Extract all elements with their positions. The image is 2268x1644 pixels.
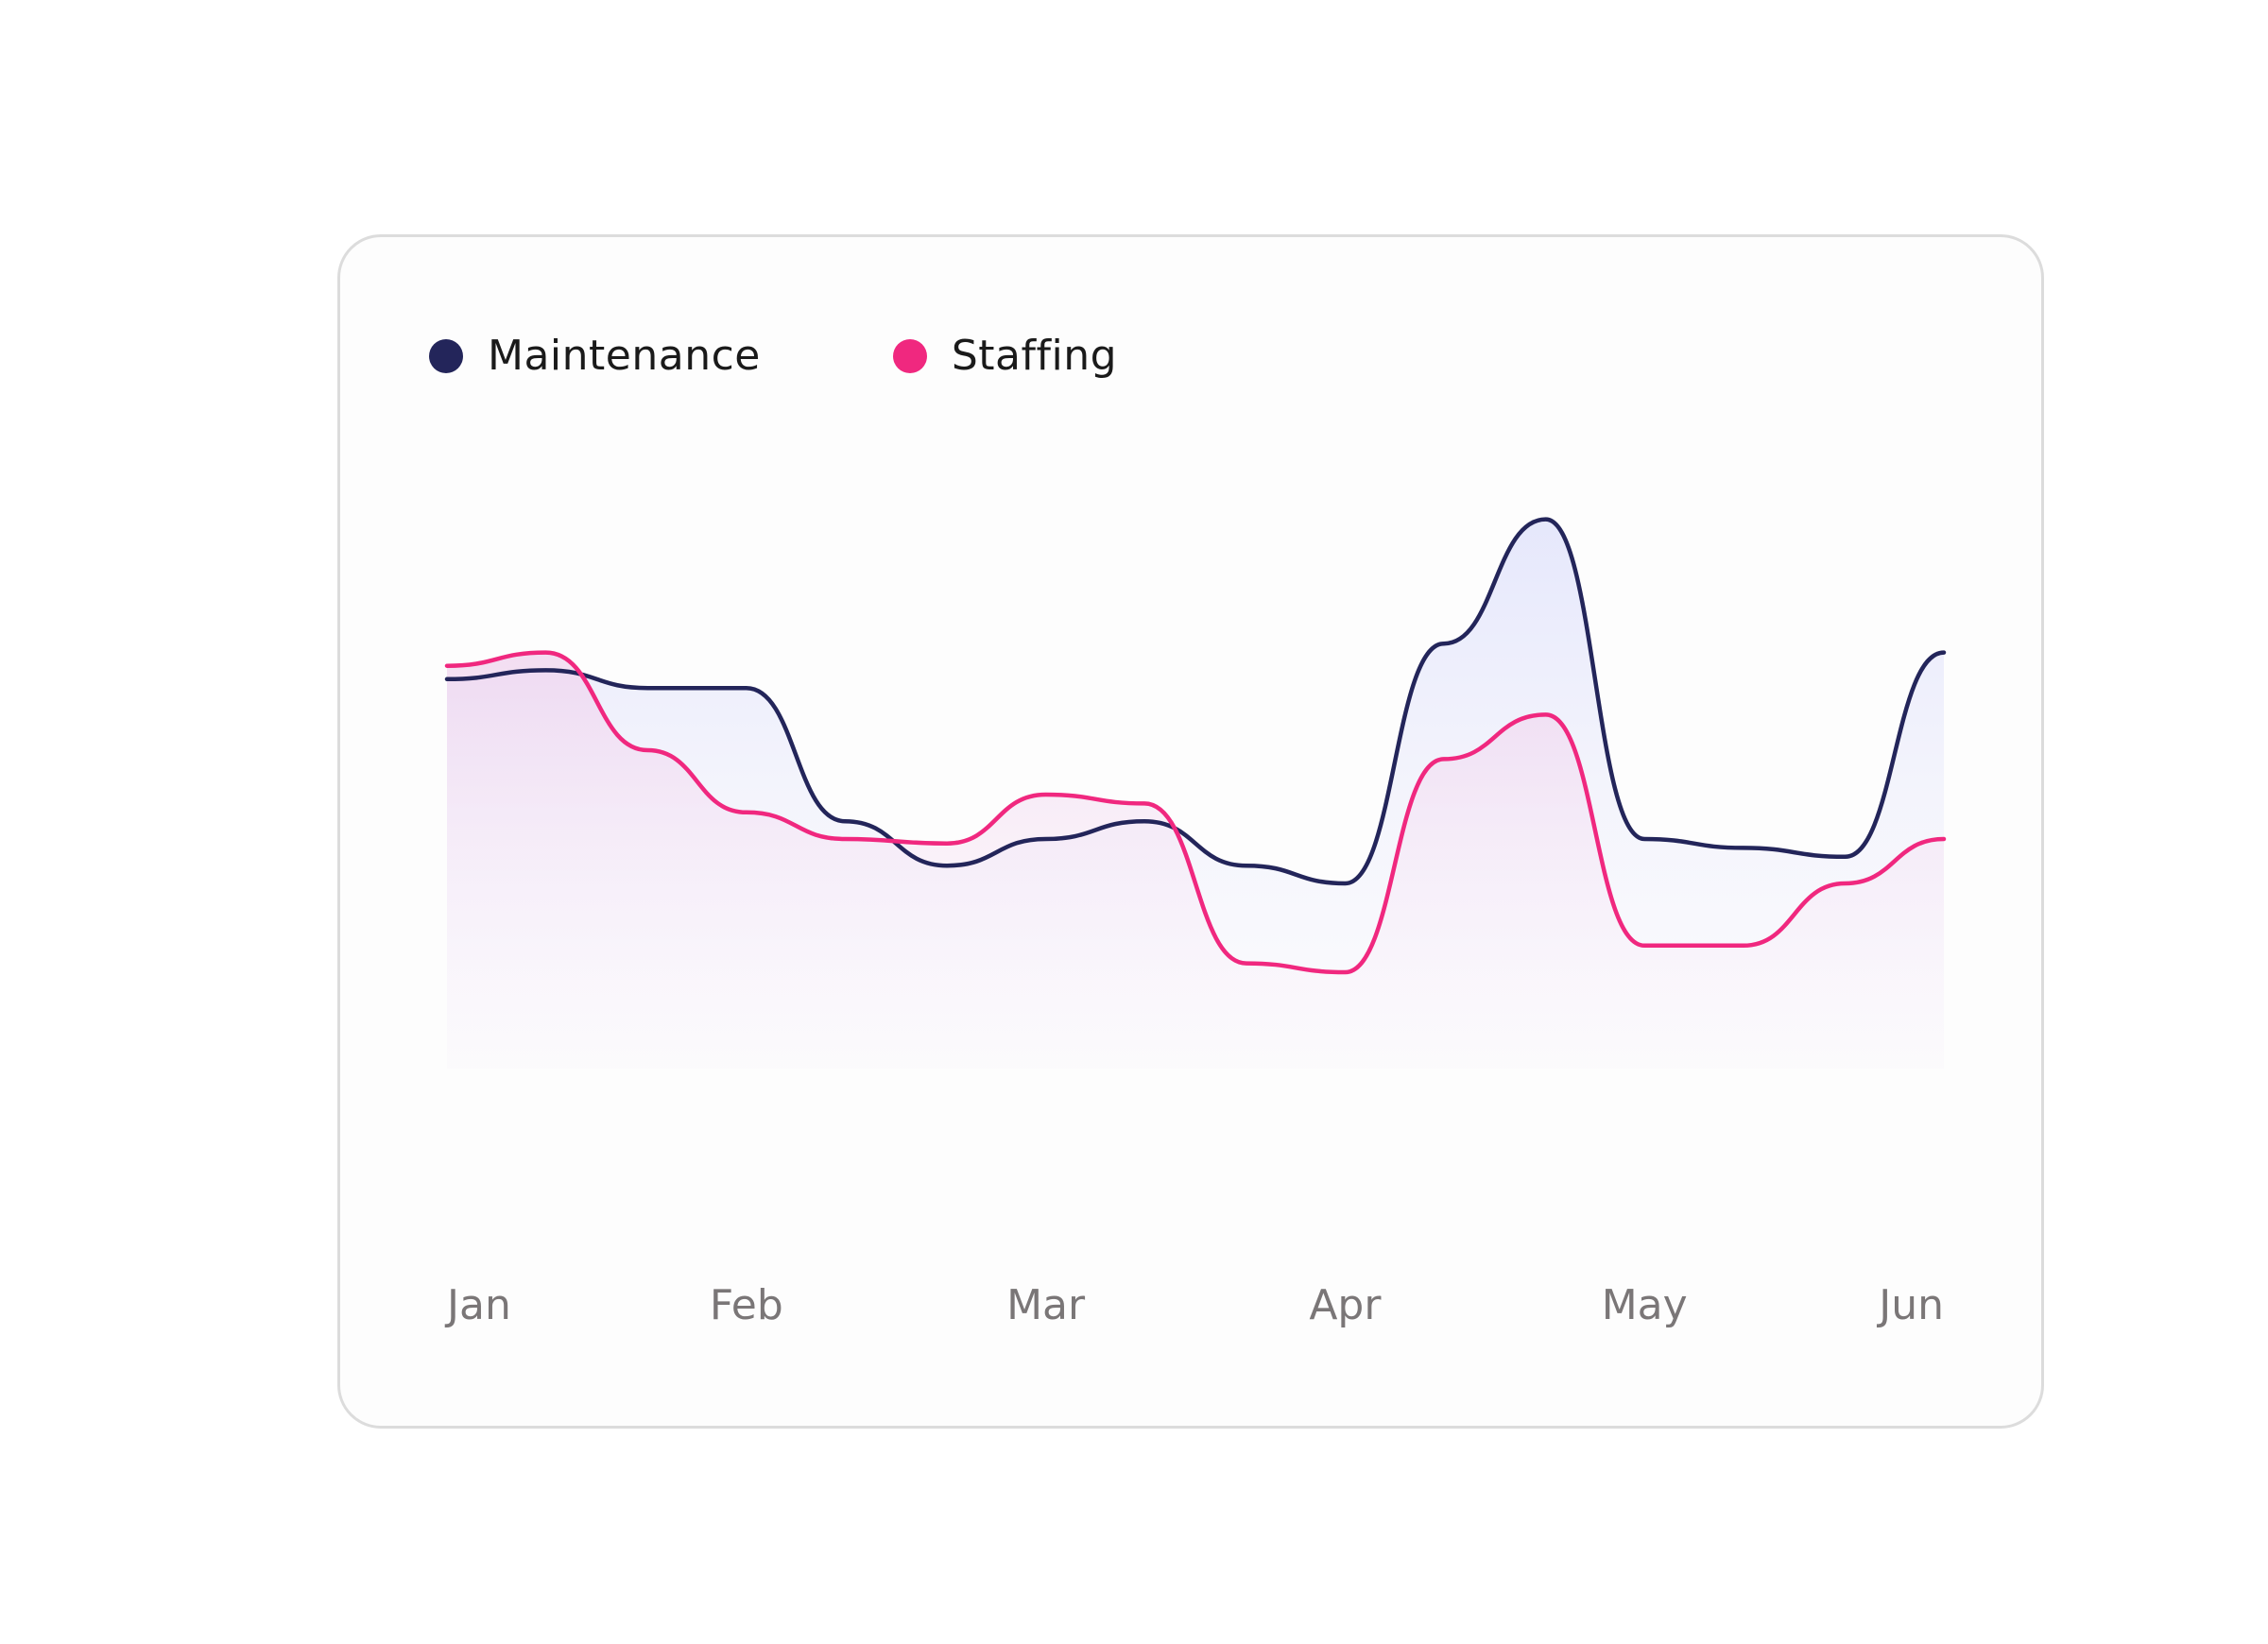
x-axis: Jan Feb Mar Apr May Jun bbox=[444, 1281, 1944, 1329]
series-layer bbox=[444, 517, 1947, 1069]
x-tick-label-apr: Apr bbox=[1309, 1281, 1382, 1329]
x-tick-label-may: May bbox=[1602, 1281, 1688, 1329]
legend-item-staffing[interactable]: Staffing bbox=[892, 332, 1118, 380]
line-staffing[interactable] bbox=[444, 650, 1947, 975]
x-tick-label-mar: Mar bbox=[1006, 1281, 1086, 1329]
x-tick-label-feb: Feb bbox=[710, 1281, 783, 1329]
area-staffing bbox=[447, 652, 1944, 1069]
x-tick-label-jan: Jan bbox=[444, 1281, 511, 1329]
legend-dot-maintenance-icon bbox=[429, 338, 463, 373]
x-tick-label-jun: Jun bbox=[1876, 1281, 1944, 1329]
chart-plot: Jan Feb Mar Apr May Jun bbox=[444, 517, 1947, 1329]
legend: Maintenance Staffing bbox=[429, 332, 1249, 380]
legend-dot-staffing-icon bbox=[892, 338, 927, 373]
legend-label-maintenance: Maintenance bbox=[488, 332, 761, 380]
line-maintenance[interactable] bbox=[444, 517, 1947, 886]
legend-item-maintenance[interactable]: Maintenance bbox=[429, 332, 761, 380]
chart-card: Maintenance Staffing Jan Feb Mar Apr May Jun bbox=[337, 234, 2044, 1429]
legend-label-staffing: Staffing bbox=[951, 332, 1118, 380]
